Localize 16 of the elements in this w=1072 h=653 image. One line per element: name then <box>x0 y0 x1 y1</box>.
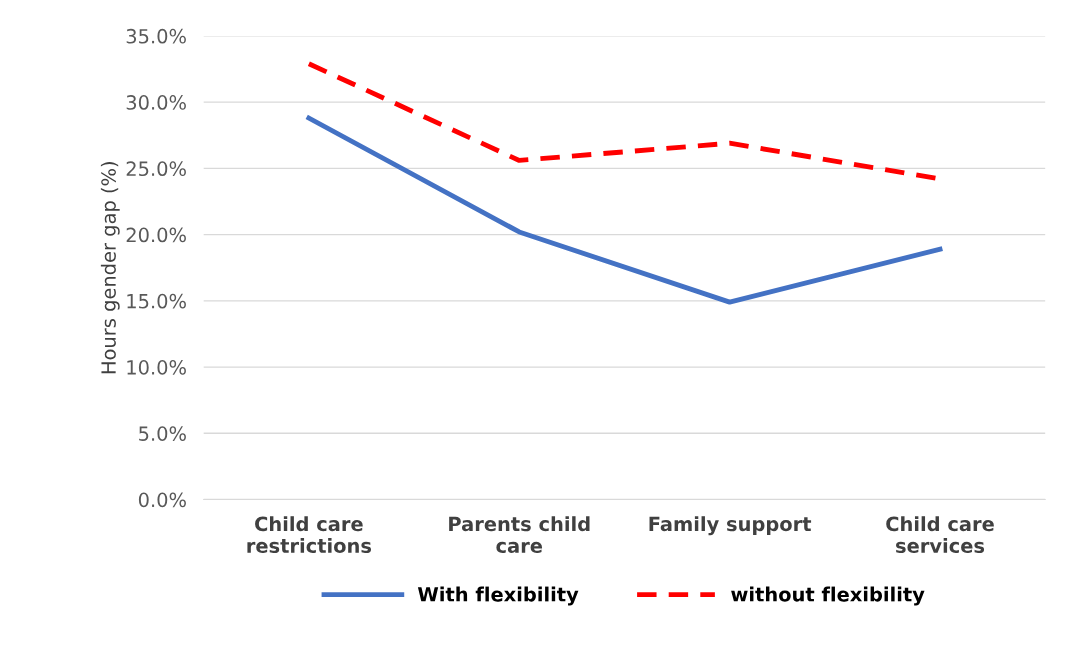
x-tick-label: Child care restrictions <box>247 516 372 554</box>
legend-label: without flexibility <box>731 586 925 606</box>
y-tick-label: 20.0% <box>126 227 186 243</box>
y-tick-label: 35.0% <box>126 28 186 44</box>
line-series <box>306 115 943 305</box>
x-tick-label: Family support <box>649 516 812 536</box>
x-tick-label: Child care services <box>886 516 994 554</box>
y-tick-label: 10.0% <box>127 360 186 375</box>
y-tick-label: 0.0% <box>138 492 186 508</box>
y-tick-label: 5.0% <box>139 426 186 441</box>
x-tick-label: Parents child care <box>449 516 590 554</box>
y-tick-label: 30.0% <box>126 95 186 110</box>
y-tick-label: 25.0% <box>126 161 186 177</box>
legend-label: With flexibility <box>417 586 579 606</box>
y-axis-title: Hours gender gap (%) <box>100 162 120 374</box>
y-tick-label: 15.0% <box>127 293 186 309</box>
